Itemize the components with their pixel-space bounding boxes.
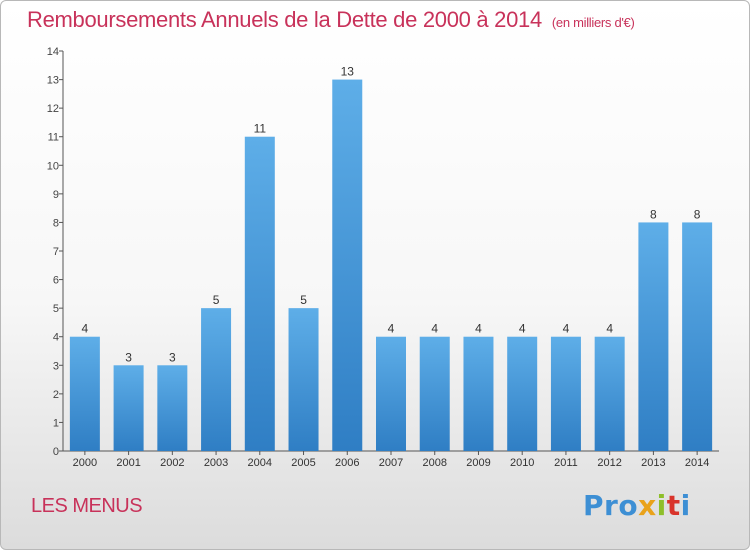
data-label: 4 bbox=[431, 322, 438, 336]
x-tick-label: 2003 bbox=[204, 457, 228, 469]
brand-part-1: Pro bbox=[583, 489, 639, 522]
y-tick-label: 8 bbox=[53, 217, 59, 229]
x-tick-label: 2007 bbox=[379, 457, 403, 469]
bar bbox=[419, 336, 450, 451]
bar bbox=[638, 222, 669, 451]
bar bbox=[682, 222, 713, 451]
y-tick-label: 2 bbox=[53, 389, 59, 401]
x-tick-label: 2002 bbox=[160, 457, 184, 469]
bar bbox=[69, 336, 100, 451]
data-label: 13 bbox=[341, 65, 355, 79]
x-tick-label: 2006 bbox=[335, 457, 359, 469]
brand-part-4: t bbox=[666, 489, 681, 522]
data-label: 5 bbox=[300, 293, 307, 307]
data-label: 4 bbox=[606, 322, 613, 336]
data-label: 8 bbox=[694, 207, 701, 221]
y-tick-label: 14 bbox=[47, 46, 59, 58]
bar bbox=[332, 79, 363, 452]
bar bbox=[550, 336, 581, 451]
chart-title: Remboursements Annuels de la Dette de 20… bbox=[27, 7, 635, 33]
y-tick-label: 7 bbox=[53, 246, 59, 258]
brand-part-2: x bbox=[638, 489, 657, 522]
y-tick-label: 12 bbox=[47, 103, 59, 115]
brand-part-5: i bbox=[680, 489, 691, 522]
brand-part-3: i bbox=[656, 489, 667, 522]
chart-title-text: Remboursements Annuels de la Dette de 20… bbox=[27, 7, 542, 32]
x-tick-label: 2001 bbox=[116, 457, 140, 469]
bar bbox=[244, 136, 275, 451]
data-label: 4 bbox=[82, 322, 89, 336]
x-tick-label: 2005 bbox=[291, 457, 315, 469]
bar bbox=[376, 336, 406, 451]
data-label: 4 bbox=[519, 322, 526, 336]
data-label: 4 bbox=[475, 322, 482, 336]
data-label: 8 bbox=[650, 207, 657, 221]
x-tick-label: 2010 bbox=[510, 457, 534, 469]
x-tick-label: 2011 bbox=[554, 457, 578, 469]
bar bbox=[113, 365, 144, 451]
bar bbox=[288, 308, 319, 451]
location-label: LES MENUS bbox=[31, 495, 143, 517]
bars bbox=[69, 79, 713, 452]
bar bbox=[157, 365, 188, 451]
y-tick-label: 1 bbox=[53, 417, 59, 429]
x-tick-label: 2000 bbox=[73, 457, 97, 469]
bar bbox=[507, 336, 538, 451]
data-label: 3 bbox=[169, 350, 176, 364]
data-label: 11 bbox=[254, 122, 267, 136]
y-tick-label: 0 bbox=[53, 446, 59, 458]
data-label: 4 bbox=[388, 322, 395, 336]
x-tick-label: 2004 bbox=[248, 457, 272, 469]
data-label: 3 bbox=[125, 350, 132, 364]
y-tick-label: 3 bbox=[53, 360, 59, 372]
y-tick-label: 13 bbox=[47, 75, 59, 87]
bar bbox=[594, 336, 625, 451]
data-label: 4 bbox=[563, 322, 570, 336]
y-tick-label: 4 bbox=[53, 332, 59, 344]
y-tick-label: 11 bbox=[48, 132, 59, 144]
x-tick-label: 2008 bbox=[422, 457, 446, 469]
y-tick-label: 9 bbox=[53, 189, 59, 201]
chart-subtitle: (en milliers d'€) bbox=[551, 15, 635, 30]
brand-logo: Proxiti bbox=[583, 489, 691, 522]
y-tick-label: 6 bbox=[53, 275, 59, 287]
y-tick-label: 5 bbox=[53, 303, 59, 315]
data-labels: 4 3 3 5 11 5 13 4 4 4 4 4 4 8 8 bbox=[82, 65, 701, 365]
bar bbox=[201, 308, 232, 451]
x-tick-label: 2014 bbox=[685, 457, 709, 469]
bar bbox=[463, 336, 494, 451]
x-tick-label: 2013 bbox=[641, 457, 665, 469]
x-tick-label: 2012 bbox=[597, 457, 621, 469]
data-label: 5 bbox=[213, 293, 220, 307]
x-tick-label: 2009 bbox=[466, 457, 490, 469]
y-tick-label: 10 bbox=[47, 160, 59, 172]
